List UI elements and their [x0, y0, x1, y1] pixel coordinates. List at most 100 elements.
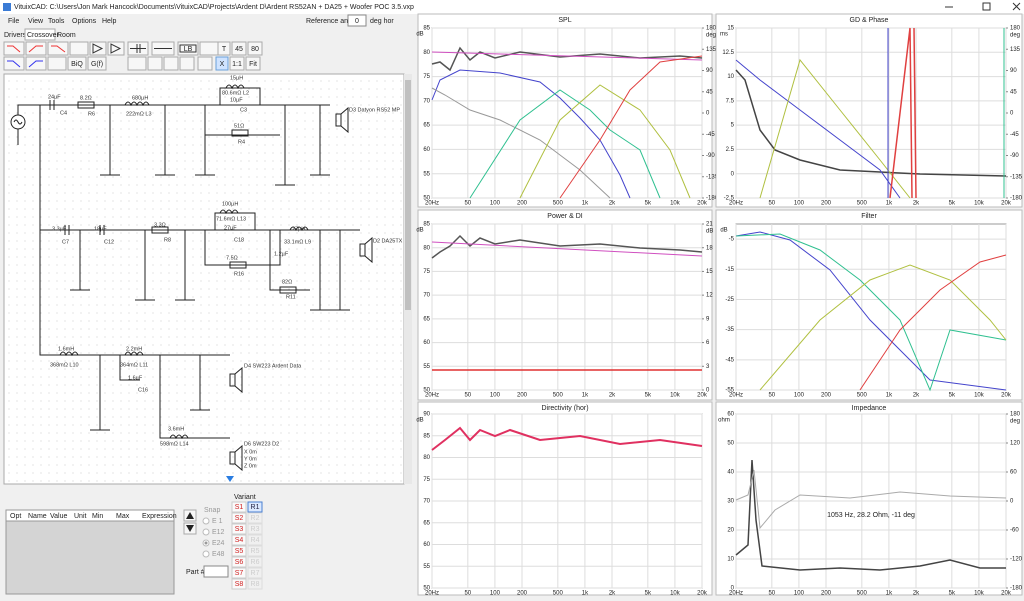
part-input[interactable]: [203, 565, 229, 578]
y2-tick-label: -60: [1010, 528, 1019, 534]
variant-s[interactable]: S4: [235, 537, 244, 544]
toolbar-label[interactable]: 45: [235, 46, 243, 53]
menu-item[interactable]: Help: [102, 18, 117, 25]
variant-s[interactable]: S2: [235, 515, 244, 522]
reference-input[interactable]: [347, 14, 367, 27]
variant-button[interactable]: [247, 512, 263, 524]
variant-r[interactable]: R6: [251, 559, 260, 566]
component-label: C3: [240, 107, 247, 113]
variant-button[interactable]: [247, 578, 263, 590]
chart-panel: [715, 401, 1023, 596]
variant-r[interactable]: R2: [251, 515, 260, 522]
toolbar-label[interactable]: 80: [251, 46, 259, 53]
driver-coord: Y 0m: [244, 456, 257, 462]
part-label: Part #: [186, 569, 205, 576]
variant-button[interactable]: [231, 545, 247, 557]
variant-button[interactable]: [247, 523, 263, 535]
y2-tick-label: -120: [1010, 557, 1023, 563]
window-controls[interactable]: [945, 2, 1021, 11]
y2-tick-label: -135: [1010, 174, 1023, 180]
toolbar-label[interactable]: Fit: [249, 61, 257, 68]
snap-option[interactable]: E24: [212, 540, 225, 547]
component-label: 598mΩ L14: [160, 441, 189, 447]
parameter-table[interactable]: [5, 509, 175, 595]
component-label: C7: [62, 239, 69, 245]
y2-tick-label: -90: [706, 153, 715, 159]
menu-item[interactable]: Tools: [48, 18, 65, 25]
x-tick-label: 1k: [582, 201, 589, 207]
snap-option[interactable]: E12: [212, 529, 225, 536]
tab[interactable]: Drivers: [4, 32, 27, 39]
variant-button[interactable]: [247, 545, 263, 557]
x-tick-label: 20k: [697, 201, 708, 207]
snap-radios[interactable]: [202, 517, 210, 558]
tab[interactable]: Crossover: [27, 32, 60, 39]
variant-button[interactable]: [231, 523, 247, 535]
menu-item[interactable]: View: [28, 18, 44, 25]
y2-unit: dB: [706, 229, 713, 235]
toolbar-label[interactable]: X: [220, 61, 225, 68]
toolbar-label[interactable]: BiQ: [71, 61, 83, 68]
x-tick-label: 500: [857, 591, 868, 596]
variant-button[interactable]: [231, 556, 247, 568]
variant-s[interactable]: S7: [235, 570, 244, 577]
reference-value[interactable]: 0: [355, 18, 359, 25]
variant-button[interactable]: [231, 534, 247, 546]
y-tick-label: 60: [423, 542, 430, 548]
y-unit: dB: [416, 418, 423, 424]
x-tick-label: 5k: [645, 201, 652, 207]
variant-r[interactable]: R5: [251, 548, 260, 555]
variant-r[interactable]: R7: [251, 570, 260, 577]
toolbar-label[interactable]: G(f): [91, 61, 103, 68]
tab[interactable]: Room: [57, 32, 76, 39]
menu-item[interactable]: Options: [72, 18, 97, 25]
x-tick-label: 20k: [1001, 591, 1012, 596]
reference-label: Reference angle: [306, 18, 357, 25]
toolbar-label[interactable]: T: [222, 46, 227, 53]
menu-item[interactable]: File: [8, 18, 19, 25]
variant-button[interactable]: [231, 501, 247, 513]
y2-tick-label: 21: [706, 222, 713, 228]
variant-s[interactable]: S5: [235, 548, 244, 555]
y2-tick-label: 12: [706, 293, 713, 299]
variant-s[interactable]: S3: [235, 526, 244, 533]
y2-tick-label: -180: [706, 196, 719, 202]
toolbar-label[interactable]: LB: [184, 46, 193, 53]
table-header-cell: Opt: [10, 513, 21, 520]
component-label: 82Ω: [282, 279, 292, 285]
variant-r[interactable]: R8: [251, 581, 260, 588]
variant-button[interactable]: [231, 512, 247, 524]
variant-r[interactable]: R1: [251, 504, 260, 511]
variant-s[interactable]: S1: [235, 504, 244, 511]
move-buttons[interactable]: [183, 509, 197, 535]
variant-r[interactable]: R4: [251, 537, 260, 544]
variant-button[interactable]: [247, 501, 263, 513]
y-tick-label: 85: [423, 433, 430, 439]
variant-s[interactable]: S8: [235, 581, 244, 588]
tab-active[interactable]: [24, 28, 56, 41]
chart-panel: [417, 13, 713, 208]
app-icon: [3, 3, 11, 11]
table-header-cell: Expression: [142, 513, 177, 520]
y-unit: ms: [720, 32, 728, 38]
variant-s[interactable]: S6: [235, 559, 244, 566]
variant-r[interactable]: R3: [251, 526, 260, 533]
toolbar[interactable]: [3, 41, 263, 71]
scrollbar-thumb[interactable]: [405, 80, 411, 310]
y2-tick-label: 180: [706, 26, 717, 32]
variant-button[interactable]: [231, 567, 247, 579]
snap-option[interactable]: E 1: [212, 518, 223, 525]
variant-button[interactable]: [231, 578, 247, 590]
x-tick-label: 10k: [670, 393, 681, 399]
variant-button[interactable]: [247, 567, 263, 579]
y-tick-label: -55: [725, 388, 734, 394]
variant-buttons[interactable]: S1 R1 S2 R2 S3 R3 S4 R4 S5 R5 S6 R6 S7 R7 S8 R8: [231, 501, 263, 590]
chart-title: GD & Phase: [850, 17, 889, 24]
snap-option[interactable]: E48: [212, 551, 225, 558]
reference-unit: deg hor: [370, 18, 394, 25]
variant-button[interactable]: [247, 534, 263, 546]
toolbar-label[interactable]: 1:1: [232, 61, 242, 68]
x-tick-label: 20k: [697, 591, 708, 596]
y2-tick-label: 0: [706, 388, 710, 394]
variant-button[interactable]: [247, 556, 263, 568]
